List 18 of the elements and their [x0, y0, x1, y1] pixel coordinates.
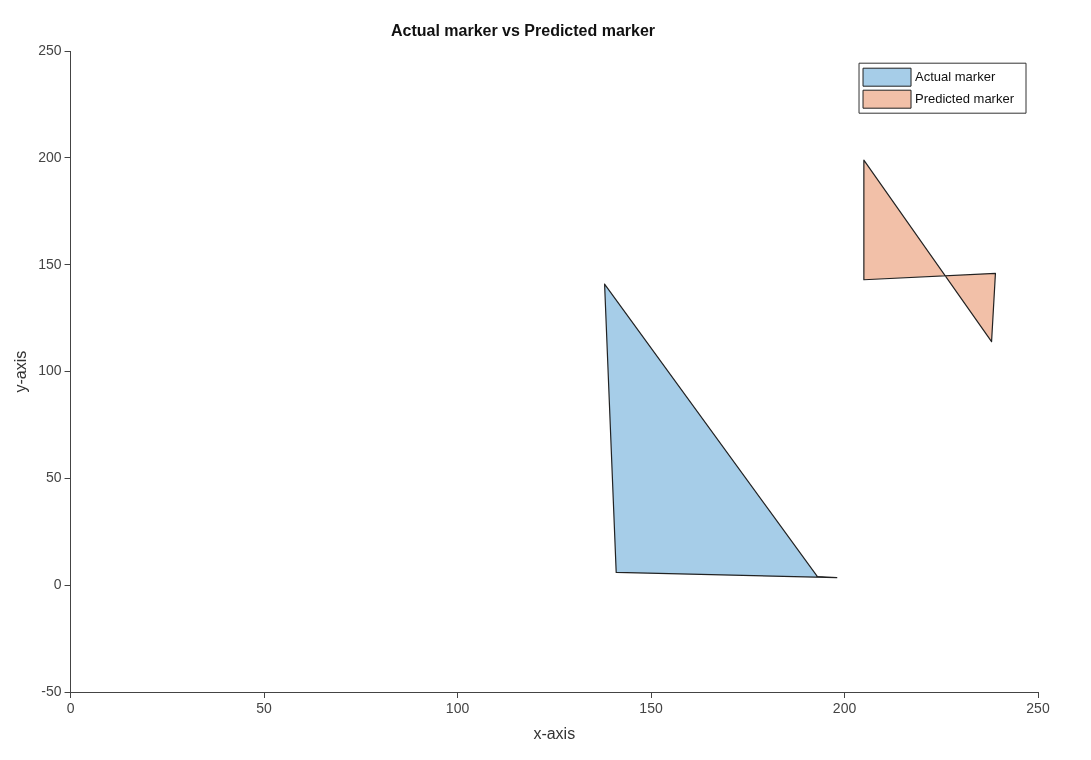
- y-tick-label: 0: [53, 576, 62, 593]
- y-tick-label: 200: [38, 148, 62, 165]
- x-tick-label: 100: [445, 700, 470, 717]
- y-tick-label: -50: [41, 682, 62, 699]
- x-tick-label: 0: [66, 700, 75, 717]
- y-tick-label: 250: [38, 42, 62, 59]
- legend-label: Predicted marker: [915, 90, 1015, 106]
- x-tick-label: 200: [832, 700, 857, 717]
- y-tick-label: 50: [45, 469, 62, 486]
- x-tick-label: 250: [1026, 700, 1050, 717]
- legend-label: Actual marker: [915, 68, 996, 84]
- y-tick-label: 100: [38, 362, 62, 379]
- x-axis-title: x-axis: [533, 724, 576, 742]
- y-axis-title: y-axis: [12, 350, 30, 393]
- y-tick-label: 150: [38, 255, 62, 272]
- x-tick-label: 150: [639, 700, 663, 717]
- chart-title: Actual marker vs Predicted marker: [390, 22, 656, 40]
- x-tick-label: 50: [256, 700, 273, 717]
